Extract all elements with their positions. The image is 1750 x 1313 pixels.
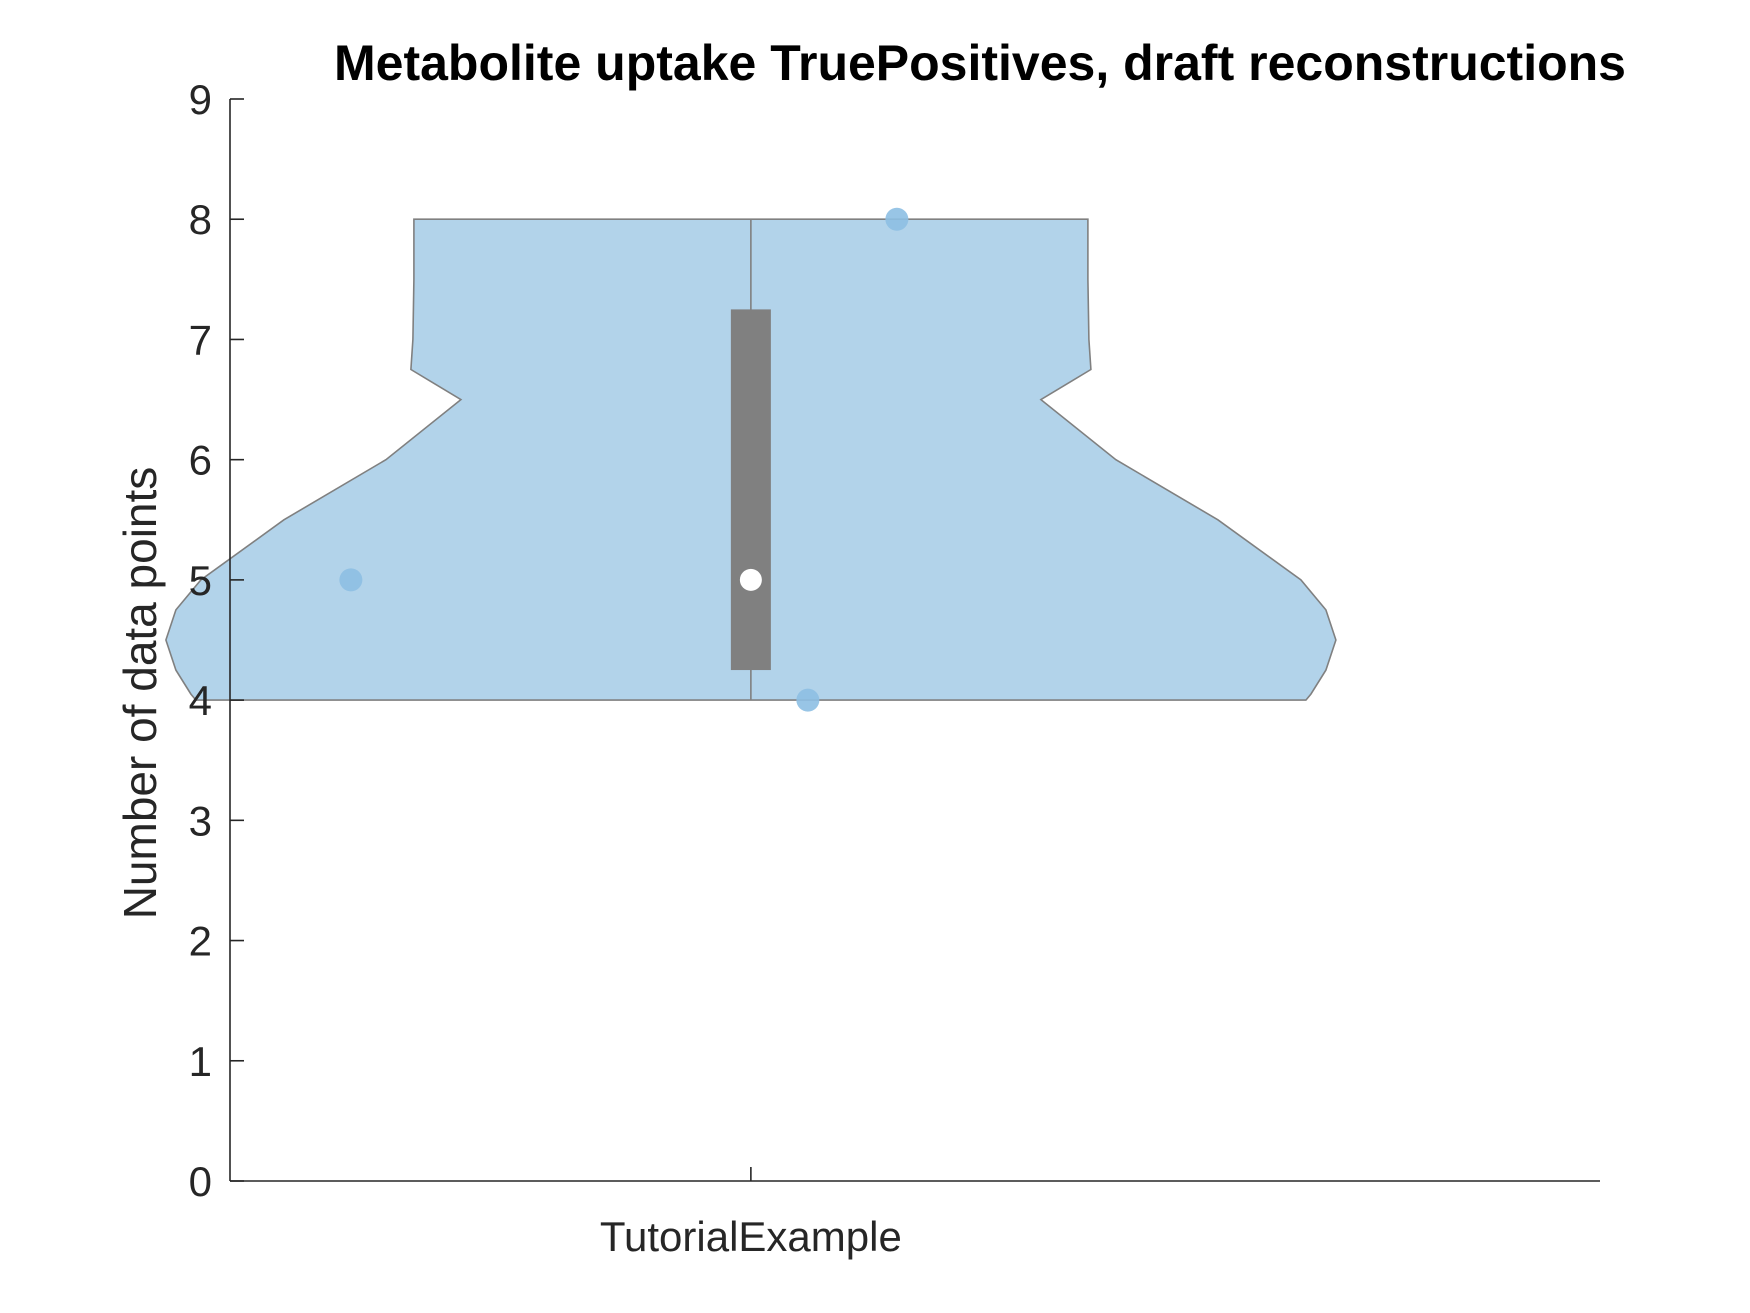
x-tick-label: TutorialExample [600, 1213, 902, 1260]
data-point [339, 568, 363, 592]
y-axis-label: Number of data points [114, 467, 166, 920]
median-marker [739, 568, 762, 591]
y-tick-label: 8 [189, 196, 212, 243]
data-point [885, 207, 909, 231]
chart-title: Metabolite uptake TruePositives, draft r… [334, 35, 1626, 91]
y-tick-label: 7 [189, 316, 212, 363]
y-tick-label: 3 [189, 797, 212, 844]
y-tick-label: 1 [189, 1038, 212, 1085]
y-tick-label: 6 [189, 437, 212, 484]
y-tick-label: 0 [189, 1158, 212, 1205]
y-tick-label: 2 [189, 918, 212, 965]
axes: TutorialExample 0 1 2 3 4 5 6 7 8 9 [189, 76, 1600, 1260]
y-tick-label: 9 [189, 76, 212, 123]
plot-area [165, 207, 1337, 712]
data-point [796, 688, 820, 712]
iqr-box [730, 309, 771, 671]
y-tick-label: 5 [189, 557, 212, 604]
y-tick-label: 4 [189, 677, 212, 724]
